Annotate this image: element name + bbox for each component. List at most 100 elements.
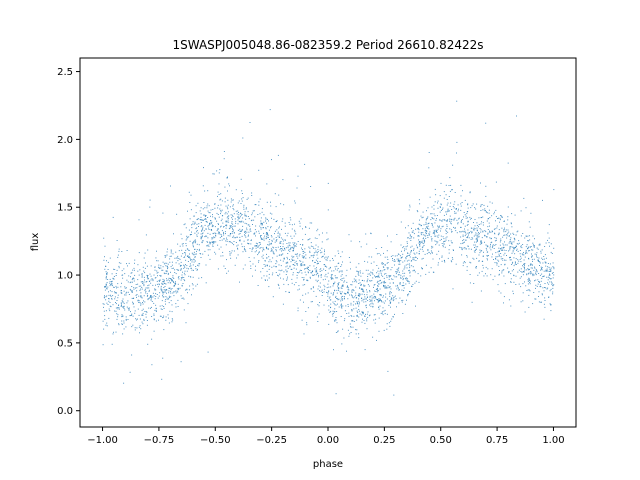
data-point [214, 207, 216, 209]
data-point [114, 291, 116, 293]
data-point [177, 306, 179, 307]
data-point [209, 243, 211, 245]
data-point [541, 249, 543, 251]
data-point [140, 292, 142, 294]
data-point [334, 255, 336, 257]
data-point [520, 271, 522, 272]
data-point [408, 281, 410, 283]
data-point [170, 250, 172, 252]
data-point [425, 273, 427, 275]
data-point [147, 298, 149, 300]
data-point [417, 235, 419, 237]
data-point [453, 218, 455, 220]
data-point [235, 210, 237, 212]
data-point [399, 282, 401, 284]
data-point [352, 320, 354, 322]
data-point [351, 295, 353, 297]
data-point [318, 276, 319, 278]
data-point [356, 281, 358, 283]
data-point [465, 232, 467, 234]
data-point [517, 262, 519, 264]
data-point [188, 236, 190, 238]
data-point [245, 214, 247, 216]
data-point [398, 267, 400, 269]
data-point [286, 265, 288, 267]
data-point [527, 283, 529, 285]
data-point [292, 250, 294, 251]
data-point [461, 219, 463, 220]
data-point [172, 267, 174, 269]
data-point [409, 291, 411, 293]
data-point [401, 256, 403, 258]
data-point [262, 250, 263, 252]
data-point [362, 318, 363, 320]
data-point [515, 234, 517, 236]
data-point [358, 303, 360, 305]
data-point [332, 259, 334, 261]
data-point [486, 258, 488, 260]
data-point [462, 247, 464, 249]
data-point [538, 301, 540, 303]
data-point [304, 284, 306, 286]
data-point [355, 329, 357, 331]
data-point [140, 295, 142, 297]
data-point [164, 273, 166, 275]
data-point [332, 310, 334, 312]
data-point [462, 240, 464, 242]
data-point [529, 279, 531, 281]
data-point [330, 292, 332, 294]
data-point [373, 286, 374, 288]
data-point [366, 313, 368, 315]
data-point [337, 330, 339, 332]
data-point [265, 238, 267, 240]
data-point [290, 235, 292, 237]
data-point [358, 294, 360, 296]
data-point [451, 189, 453, 191]
data-point [501, 247, 503, 249]
data-point [549, 274, 551, 276]
data-point [237, 244, 239, 246]
data-point [142, 282, 143, 284]
data-point [324, 251, 325, 253]
data-point [228, 228, 230, 230]
data-point [285, 239, 286, 241]
data-point [395, 298, 397, 300]
data-point [414, 256, 416, 258]
x-tick-label: 1.00 [542, 435, 564, 446]
data-point [434, 201, 436, 203]
data-point [358, 274, 360, 276]
data-point [193, 269, 194, 271]
data-point [226, 237, 227, 239]
data-point [460, 205, 462, 207]
data-point [175, 273, 177, 275]
data-point [280, 254, 282, 256]
data-point [155, 307, 157, 309]
data-point [171, 261, 173, 263]
data-point [486, 255, 488, 257]
data-point [412, 222, 414, 224]
data-point [418, 199, 420, 201]
data-point [271, 239, 273, 241]
data-point [482, 224, 484, 226]
data-point [454, 201, 456, 203]
data-point [268, 244, 270, 246]
data-point [129, 288, 131, 290]
data-point [525, 285, 527, 287]
data-point [163, 306, 165, 307]
data-point [443, 241, 444, 243]
data-point [467, 245, 469, 247]
data-point [110, 295, 112, 297]
data-point [317, 252, 318, 254]
data-point [544, 297, 546, 299]
data-point [255, 245, 257, 247]
data-point [547, 270, 549, 272]
data-point [402, 285, 404, 287]
data-point [344, 310, 346, 312]
data-point [467, 221, 469, 222]
data-point [506, 234, 508, 235]
data-point [229, 206, 231, 208]
data-point [320, 276, 322, 278]
data-point [491, 230, 493, 232]
data-point [243, 206, 245, 208]
data-point [505, 244, 507, 246]
